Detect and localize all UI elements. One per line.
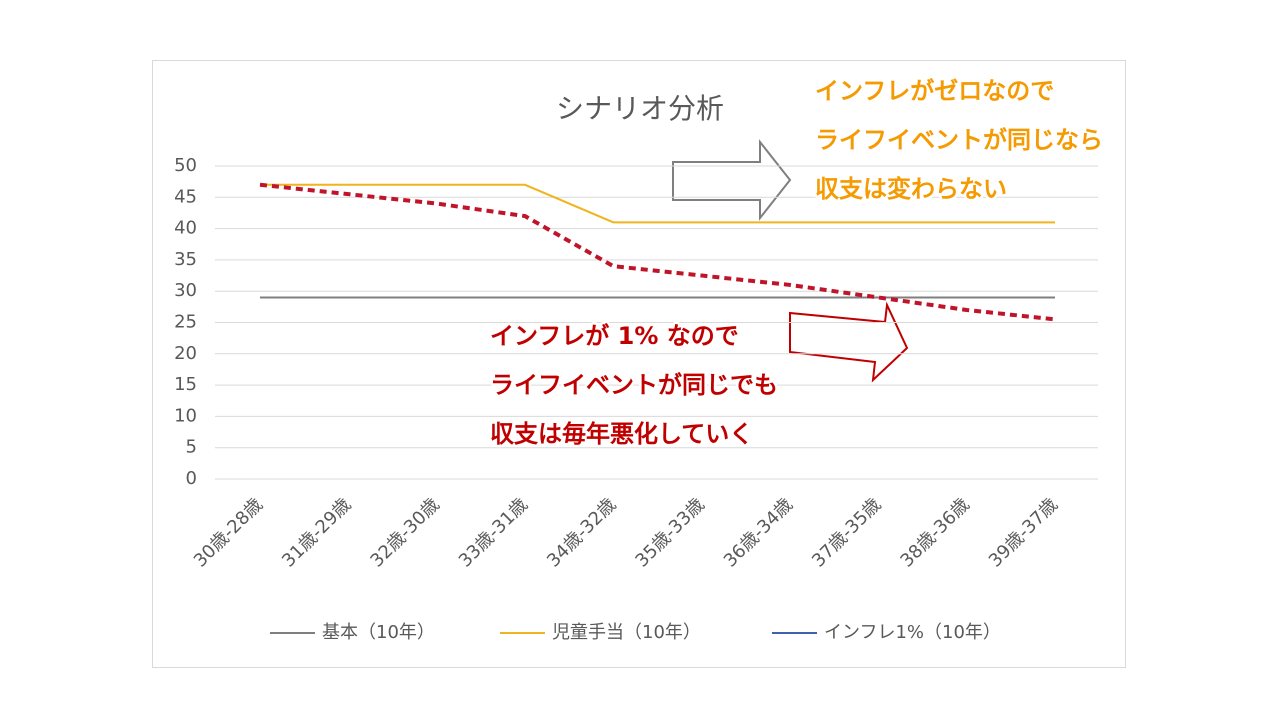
legend-label: インフレ1%（10年） xyxy=(824,622,1001,643)
y-tick-label: 0 xyxy=(186,468,197,489)
series-line xyxy=(260,183,1055,224)
y-tick-label: 50 xyxy=(174,155,197,176)
annotation: ライフイベントが同じでも xyxy=(490,371,778,399)
y-tick-label: 35 xyxy=(174,249,197,270)
y-tick-label: 20 xyxy=(174,343,197,364)
y-tick-label: 30 xyxy=(174,280,197,301)
legend-label: 児童手当（10年） xyxy=(552,622,701,643)
y-tick-label: 25 xyxy=(174,312,197,333)
y-tick-label: 40 xyxy=(174,218,197,239)
arrow xyxy=(672,139,792,221)
annotation: 収支は毎年悪化していく xyxy=(490,420,753,448)
annotation: インフレが 1% なので xyxy=(490,322,739,350)
y-tick-label: 10 xyxy=(174,405,197,426)
annotation: 収支は変わらない xyxy=(815,175,1007,203)
legend-label: 基本（10年） xyxy=(322,622,435,643)
y-tick-label: 15 xyxy=(174,374,197,395)
annotation: インフレがゼロなので xyxy=(815,77,1054,105)
chart-frame xyxy=(152,60,1126,668)
series-line xyxy=(259,182,1056,322)
annotation: ライフイベントが同じなら xyxy=(815,126,1103,154)
y-tick-label: 45 xyxy=(174,186,197,207)
y-tick-label: 5 xyxy=(186,437,197,458)
chart-title: シナリオ分析 xyxy=(556,92,724,125)
